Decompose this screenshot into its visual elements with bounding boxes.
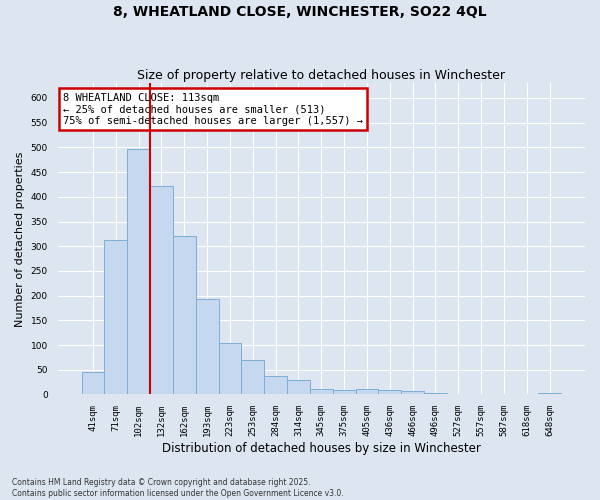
Bar — [310, 388, 332, 394]
Y-axis label: Number of detached properties: Number of detached properties — [15, 151, 25, 326]
Bar — [173, 236, 196, 394]
Text: 8 WHEATLAND CLOSE: 113sqm
← 25% of detached houses are smaller (513)
75% of semi: 8 WHEATLAND CLOSE: 113sqm ← 25% of detac… — [63, 92, 363, 126]
Bar — [218, 342, 241, 394]
Bar — [264, 376, 287, 394]
Bar — [82, 372, 104, 394]
Bar — [127, 149, 150, 394]
Bar — [241, 360, 264, 394]
Bar — [401, 391, 424, 394]
Bar — [332, 390, 356, 394]
Bar — [104, 240, 127, 394]
Bar — [150, 186, 173, 394]
Text: Contains HM Land Registry data © Crown copyright and database right 2025.
Contai: Contains HM Land Registry data © Crown c… — [12, 478, 344, 498]
Bar — [379, 390, 401, 394]
Text: 8, WHEATLAND CLOSE, WINCHESTER, SO22 4QL: 8, WHEATLAND CLOSE, WINCHESTER, SO22 4QL — [113, 5, 487, 19]
X-axis label: Distribution of detached houses by size in Winchester: Distribution of detached houses by size … — [162, 442, 481, 455]
Bar — [424, 393, 447, 394]
Title: Size of property relative to detached houses in Winchester: Size of property relative to detached ho… — [137, 69, 505, 82]
Bar — [356, 389, 379, 394]
Bar — [287, 380, 310, 394]
Bar — [196, 299, 218, 394]
